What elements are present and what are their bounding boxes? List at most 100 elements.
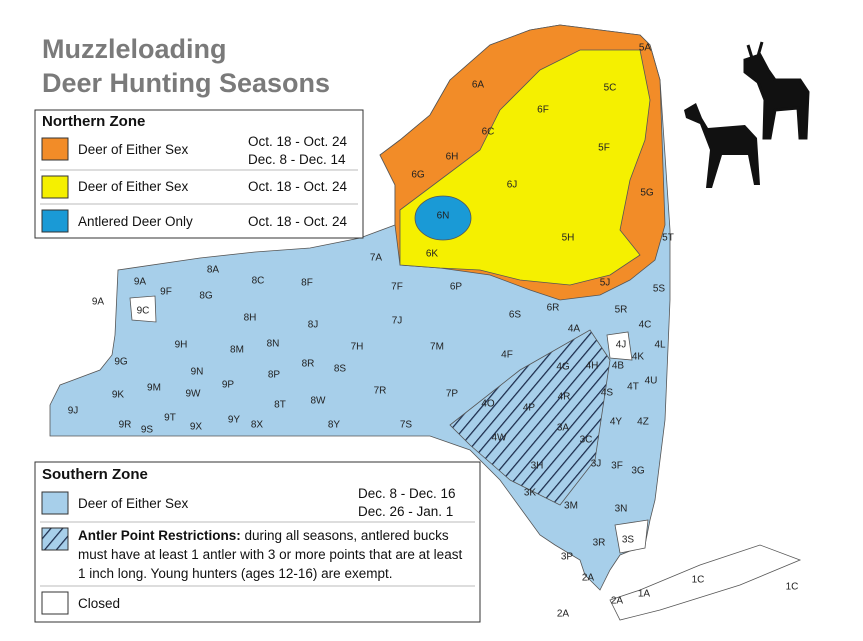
unit-label: 9W [186,389,202,400]
legend-box [34,461,481,623]
unit-label: 4P [523,403,536,414]
unit-label: 8T [274,400,286,411]
legend-dates: Dec. 26 - Jan. 1 [358,504,453,519]
unit-label: 8R [302,359,315,370]
unit-label: 6R [547,303,560,314]
unit-label: 1C [786,582,799,593]
title-line: Muzzleloading [42,34,227,64]
unit-label: 5S [653,284,666,295]
unit-label: 8C [252,276,265,287]
doe [684,103,760,188]
unit-label: 4S [601,388,614,399]
unit-label: 8A [207,265,220,276]
unit-label: 7F [391,282,403,293]
legend-dates: Oct. 18 - Oct. 24 [248,214,348,229]
unit-label: 3P [561,552,574,563]
unit-label: 3M [564,501,578,512]
unit-label: 9K [112,390,125,401]
unit-label: 8P [268,370,281,381]
unit-label: 9M [147,383,161,394]
unit-label: 9F [160,287,172,298]
unit-label: 8N [267,339,280,350]
legend-label: Antlered Deer Only [78,214,193,229]
unit-label: 3F [611,461,623,472]
unit-label: 9X [190,422,203,433]
legend-label: Deer of Either Sex [78,142,189,157]
unit-label: 7M [430,342,444,353]
legend-dates: Oct. 18 - Oct. 24 [248,179,348,194]
unit-label: 4B [612,361,625,372]
unit-label: 9G [114,357,128,368]
unit-label: 6H [446,152,459,163]
unit-label: 7P [446,389,459,400]
unit-label: 8M [230,345,244,356]
unit-label: 4R [558,392,571,403]
legend-label-bold: Antler Point Restrictions: [78,528,241,543]
unit-label: 4J [616,340,627,351]
unit-label: 2A [582,573,595,584]
closed-zone [606,331,633,361]
unit-label: 4G [556,362,570,373]
unit-label: 5C [604,83,617,94]
swatch [41,209,69,233]
unit-label: 6K [426,249,439,260]
unit-label: 6N [437,211,450,222]
unit-label: 8G [199,291,213,302]
deer-silhouettes [684,41,810,188]
closed-zone [614,519,649,554]
antler-point-zone [449,329,611,506]
unit-label: 7S [400,420,413,431]
unit-label: 8Y [328,420,341,431]
swatch [41,591,69,615]
legend-box [34,109,364,239]
antlered-only-zone [414,195,472,241]
unit-label: 6P [450,282,463,293]
unit-label: 4U [645,376,658,387]
unit-label: 8F [301,278,313,289]
legend-text: must have at least 1 antler with 3 or mo… [78,547,462,562]
unit-label: 3R [593,538,606,549]
unit-label: 7A [370,253,383,264]
unit-label: 5A [639,43,652,54]
unit-label: 9N [191,367,204,378]
buck [743,41,810,140]
unit-label: 3J [591,459,602,470]
legend-label: Deer of Either Sex [78,179,189,194]
unit-label: 8W [311,396,327,407]
unit-label: 1A [638,589,651,600]
legend-heading: Northern Zone [42,113,145,130]
unit-label: 4T [627,382,639,393]
swatch [41,137,69,161]
closed-zone [129,295,157,323]
unit-label: 2A [611,596,624,607]
unit-label: 4K [632,352,645,363]
unit-label: 9Y [228,415,241,426]
unit-label: 9A [92,297,105,308]
legend-dates: Oct. 18 - Oct. 24 [248,134,348,149]
unit-label: 5H [562,233,575,244]
swatch [41,491,69,515]
title-line: Deer Hunting Seasons [42,68,330,98]
unit-label: 6J [507,180,518,191]
swatch [41,527,69,551]
legend-text: during all seasons, antlered bucks [241,528,449,543]
unit-label: 3A [557,423,570,434]
northern-legend: Northern Zone Deer of Either Sex Oct. 18… [34,109,364,239]
unit-label: 4C [639,320,652,331]
unit-label: 7H [351,342,364,353]
unit-label: 6A [472,80,485,91]
unit-label: 2A [557,609,570,620]
unit-label: 5T [662,233,674,244]
unit-label: 5G [640,188,654,199]
unit-label: 6S [509,310,522,321]
unit-label: 7J [392,316,403,327]
unit-label: 3N [615,504,628,515]
unit-label: 4Z [637,417,649,428]
unit-label: 5R [615,305,628,316]
unit-label: 4L [654,340,666,351]
closed-zone [609,544,802,621]
unit-label: 3H [531,461,544,472]
unit-label: 5F [598,143,610,154]
